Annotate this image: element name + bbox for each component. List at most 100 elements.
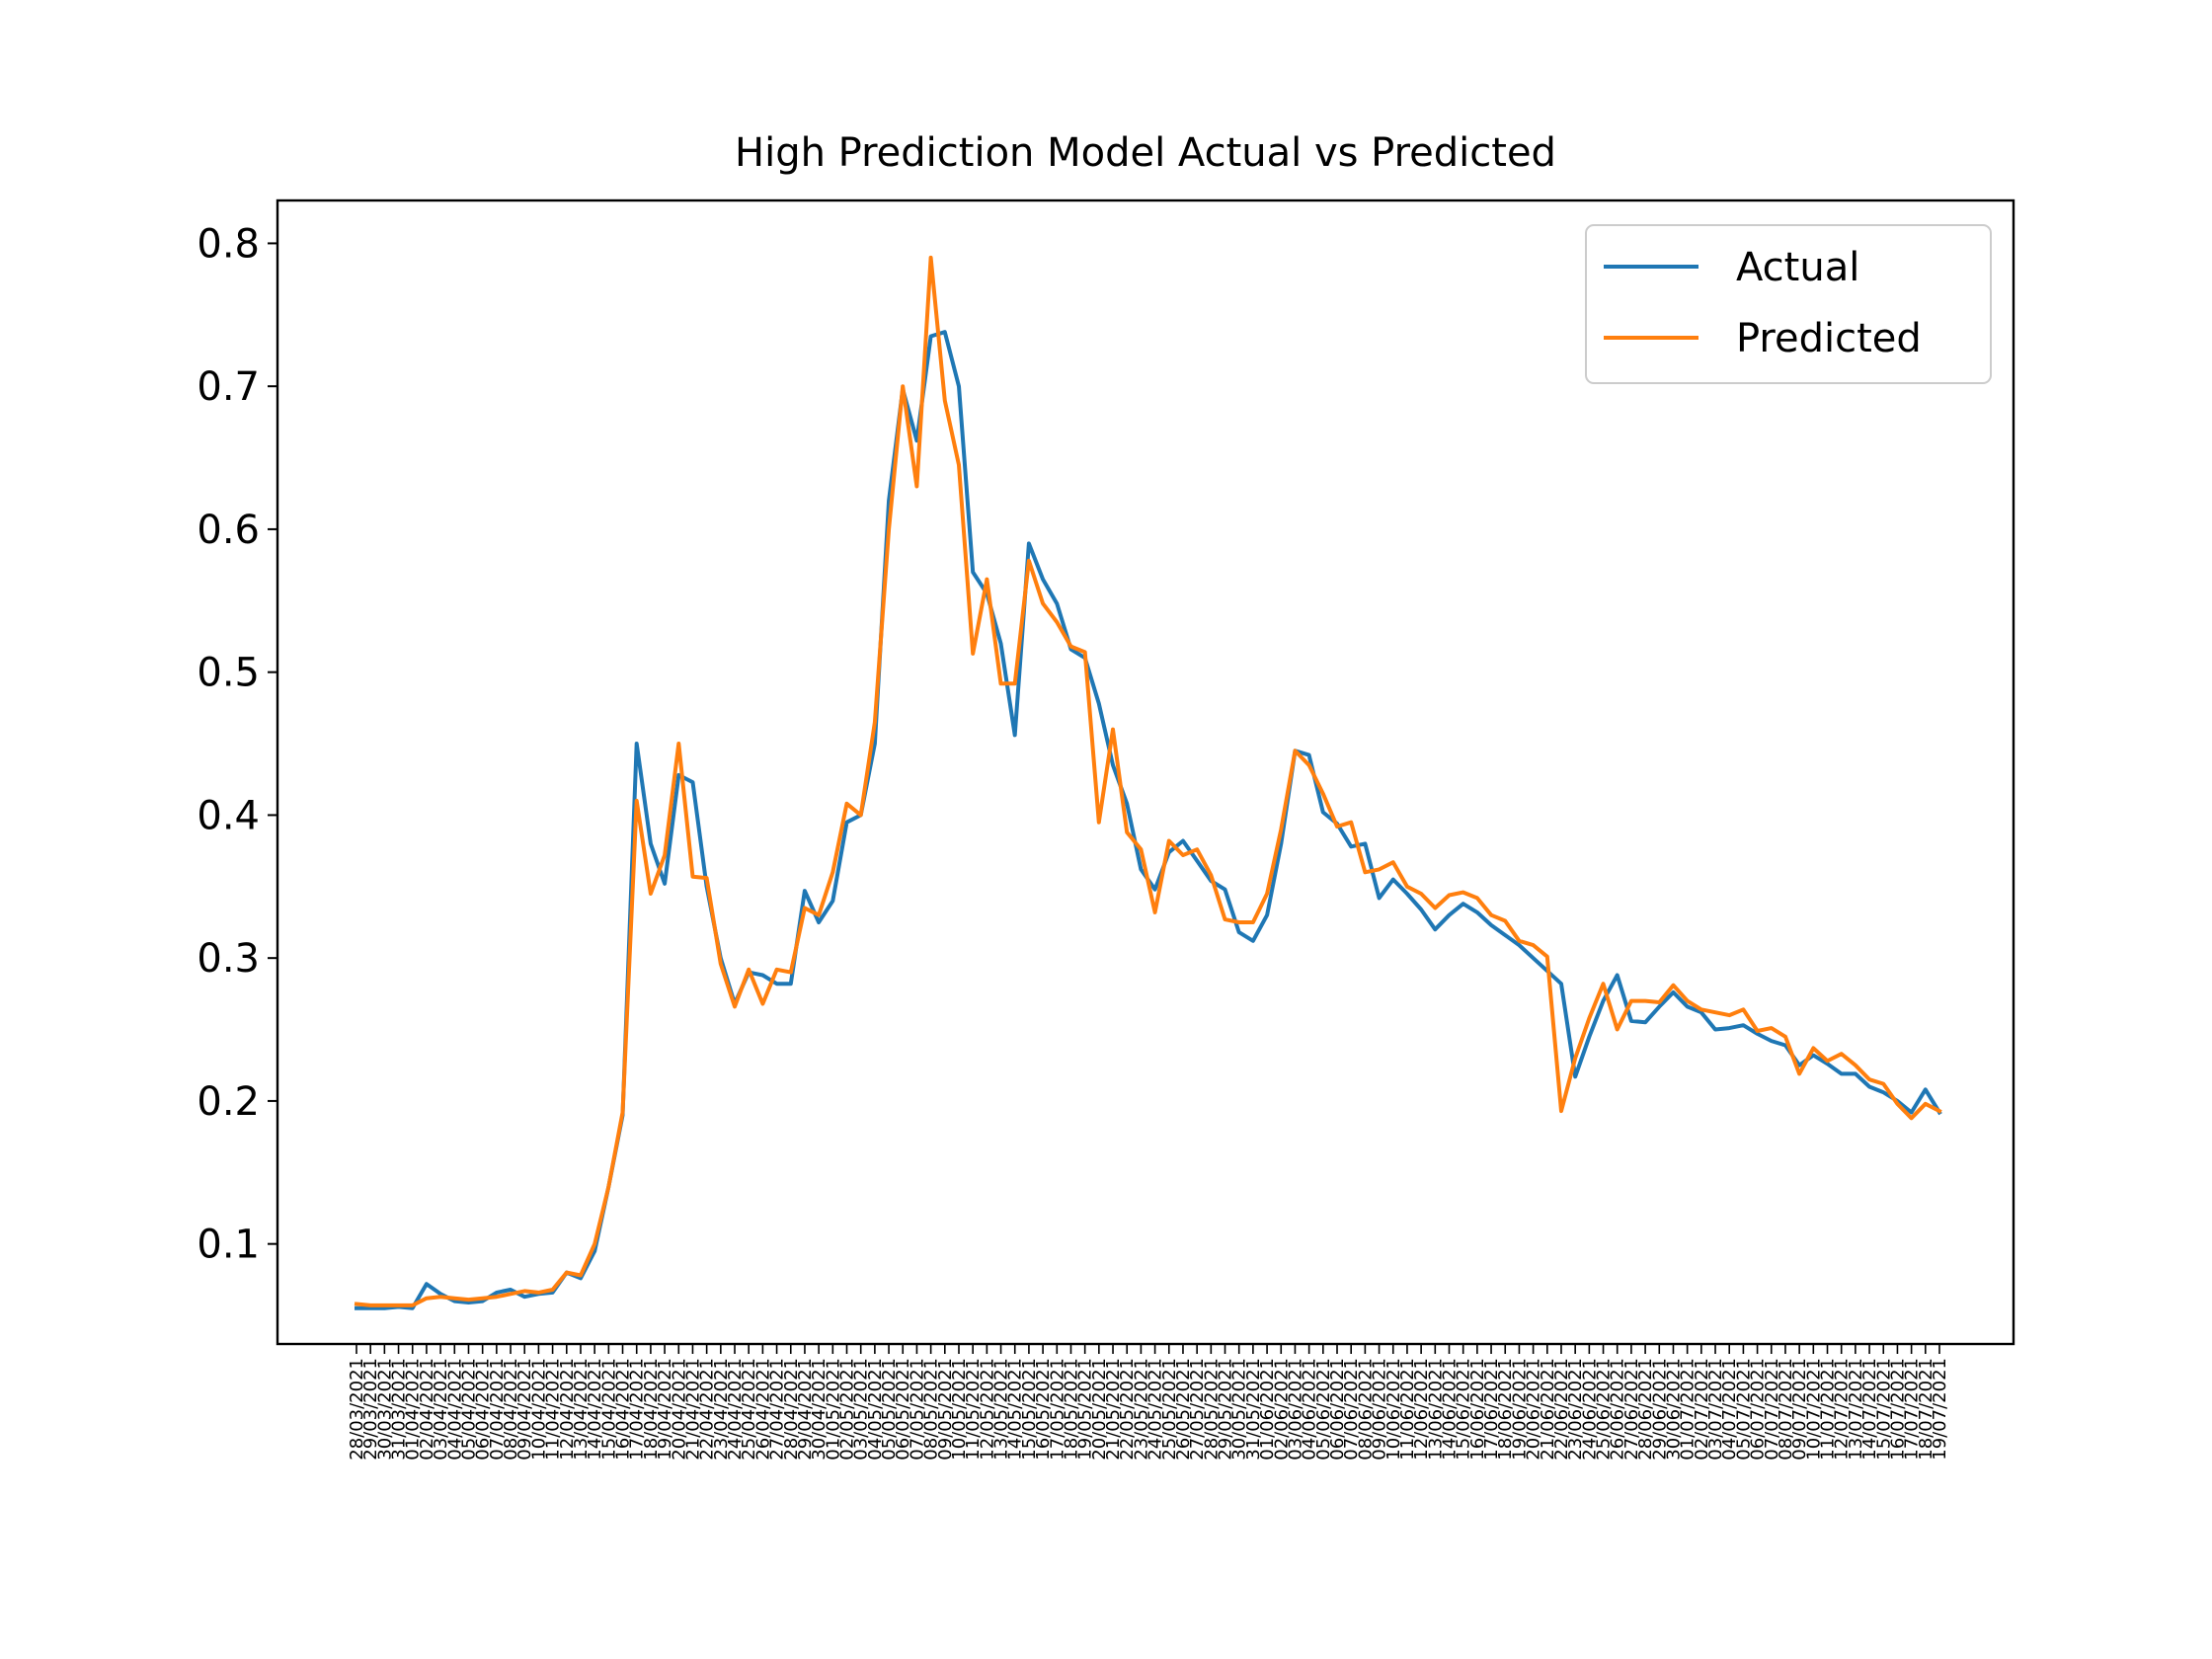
legend: Actual Predicted — [1585, 224, 1992, 384]
y-tick-label: 0.6 — [197, 508, 260, 553]
x-tick-label: 13/05/2021 — [991, 1358, 1012, 1461]
y-tick-label: 0.8 — [197, 221, 260, 267]
x-tick-label: 17/06/2021 — [1481, 1358, 1502, 1461]
x-tick-label: 27/06/2021 — [1621, 1358, 1642, 1461]
x-tick-label: 03/05/2021 — [851, 1358, 872, 1461]
x-tick-label: 25/04/2021 — [739, 1358, 759, 1461]
x-tick-label: 20/06/2021 — [1524, 1358, 1544, 1461]
x-tick-label: 12/04/2021 — [557, 1358, 578, 1461]
plot-lines — [354, 255, 1942, 1310]
x-tick-label: 11/07/2021 — [1818, 1358, 1839, 1461]
x-tick-label: 21/06/2021 — [1538, 1358, 1558, 1461]
x-tick-label: 26/05/2021 — [1173, 1358, 1194, 1461]
x-tick-label: 17/07/2021 — [1902, 1358, 1923, 1461]
x-tick-label: 05/05/2021 — [879, 1358, 900, 1461]
y-tick-label: 0.7 — [197, 364, 260, 410]
x-tick-label: 19/07/2021 — [1930, 1358, 1950, 1461]
x-tick-label: 02/06/2021 — [1271, 1358, 1292, 1461]
series-line-predicted — [354, 255, 1942, 1307]
x-tick-label: 05/07/2021 — [1733, 1358, 1754, 1461]
x-tick-label: 16/04/2021 — [613, 1358, 634, 1461]
x-tick-label: 01/04/2021 — [403, 1358, 424, 1461]
x-tick-label: 13/06/2021 — [1425, 1358, 1446, 1461]
x-tick-label: 06/07/2021 — [1748, 1358, 1769, 1461]
x-tick-label: 07/07/2021 — [1762, 1358, 1782, 1461]
y-axis: 0.1 0.2 0.3 0.4 0.5 0.6 0.7 0.8 — [197, 221, 277, 1268]
legend-label-actual: Actual — [1736, 245, 1859, 290]
x-tick-label: 10/07/2021 — [1803, 1358, 1824, 1461]
x-tick-label: 02/05/2021 — [837, 1358, 858, 1461]
x-tick-label: 21/05/2021 — [1103, 1358, 1124, 1461]
x-tick-label: 28/06/2021 — [1635, 1358, 1656, 1461]
x-tick-label: 29/05/2021 — [1216, 1358, 1236, 1461]
x-tick-label: 24/04/2021 — [725, 1358, 746, 1461]
x-tick-label: 14/06/2021 — [1439, 1358, 1460, 1461]
plot-area-frame — [276, 198, 2015, 1346]
x-tick-label: 28/05/2021 — [1201, 1358, 1222, 1461]
x-tick-label: 31/03/2021 — [389, 1358, 410, 1461]
x-tick-label: 18/05/2021 — [1061, 1358, 1081, 1461]
x-tick-label: 24/05/2021 — [1146, 1358, 1166, 1461]
x-tick-label: 04/04/2021 — [444, 1358, 465, 1461]
x-tick-label: 24/06/2021 — [1579, 1358, 1600, 1461]
x-tick-label: 09/05/2021 — [935, 1358, 956, 1461]
x-tick-label: 25/06/2021 — [1594, 1358, 1615, 1461]
x-tick-label: 27/05/2021 — [1187, 1358, 1208, 1461]
x-tick-label: 01/05/2021 — [823, 1358, 843, 1461]
legend-label-predicted: Predicted — [1736, 316, 1922, 361]
x-tick-label: 18/04/2021 — [641, 1358, 662, 1461]
x-tick-label: 09/06/2021 — [1370, 1358, 1390, 1461]
x-tick-label: 18/07/2021 — [1916, 1358, 1936, 1461]
x-tick-label: 01/07/2021 — [1678, 1358, 1698, 1461]
x-tick-label: 17/04/2021 — [627, 1358, 648, 1461]
x-tick-label: 22/06/2021 — [1551, 1358, 1572, 1461]
x-tick-label: 08/05/2021 — [921, 1358, 942, 1461]
x-tick-label: 03/07/2021 — [1705, 1358, 1726, 1461]
x-tick-label: 14/05/2021 — [1005, 1358, 1026, 1461]
x-tick-label: 02/04/2021 — [417, 1358, 437, 1461]
x-tick-label: 14/04/2021 — [585, 1358, 605, 1461]
x-tick-label: 15/05/2021 — [1019, 1358, 1040, 1461]
x-tick-label: 19/06/2021 — [1509, 1358, 1530, 1461]
x-tick-label: 25/05/2021 — [1159, 1358, 1180, 1461]
x-tick-label: 30/04/2021 — [809, 1358, 830, 1461]
x-tick-label: 29/03/2021 — [360, 1358, 381, 1461]
x-tick-label: 10/06/2021 — [1383, 1358, 1404, 1461]
x-tick-label: 05/06/2021 — [1313, 1358, 1334, 1461]
x-tick-label: 08/07/2021 — [1776, 1358, 1796, 1461]
x-tick-label: 16/07/2021 — [1887, 1358, 1908, 1461]
x-tick-label: 01/06/2021 — [1257, 1358, 1278, 1461]
x-tick-label: 09/07/2021 — [1789, 1358, 1810, 1461]
x-tick-label: 12/06/2021 — [1411, 1358, 1432, 1461]
y-tick-label: 0.4 — [197, 793, 260, 838]
x-tick-label: 20/05/2021 — [1089, 1358, 1110, 1461]
x-tick-label: 22/04/2021 — [697, 1358, 718, 1461]
x-tick-label: 15/07/2021 — [1873, 1358, 1894, 1461]
x-tick-label: 15/04/2021 — [598, 1358, 619, 1461]
x-tick-label: 23/06/2021 — [1565, 1358, 1586, 1461]
x-tick-label: 14/07/2021 — [1859, 1358, 1880, 1461]
x-tick-label: 11/06/2021 — [1397, 1358, 1418, 1461]
x-tick-label: 09/04/2021 — [514, 1358, 535, 1461]
x-tick-label: 26/04/2021 — [752, 1358, 773, 1461]
x-axis: 28/03/202129/03/202130/03/202131/03/2021… — [347, 1344, 1950, 1461]
x-tick-label: 31/05/2021 — [1243, 1358, 1264, 1461]
x-tick-label: 17/05/2021 — [1047, 1358, 1067, 1461]
y-tick-label: 0.3 — [197, 936, 260, 982]
x-tick-label: 23/05/2021 — [1131, 1358, 1151, 1461]
x-tick-label: 27/04/2021 — [767, 1358, 788, 1461]
x-tick-label: 12/05/2021 — [977, 1358, 997, 1461]
x-tick-label: 10/05/2021 — [949, 1358, 970, 1461]
x-tick-label: 11/04/2021 — [543, 1358, 564, 1461]
x-tick-label: 06/04/2021 — [473, 1358, 494, 1461]
x-tick-label: 07/05/2021 — [907, 1358, 927, 1461]
x-tick-label: 12/07/2021 — [1832, 1358, 1853, 1461]
x-tick-label: 07/04/2021 — [487, 1358, 508, 1461]
x-tick-label: 06/05/2021 — [893, 1358, 913, 1461]
x-tick-label: 02/07/2021 — [1692, 1358, 1712, 1461]
x-tick-label: 19/04/2021 — [655, 1358, 675, 1461]
x-tick-label: 28/04/2021 — [781, 1358, 802, 1461]
x-tick-label: 29/06/2021 — [1649, 1358, 1670, 1461]
x-tick-label: 04/05/2021 — [865, 1358, 886, 1461]
